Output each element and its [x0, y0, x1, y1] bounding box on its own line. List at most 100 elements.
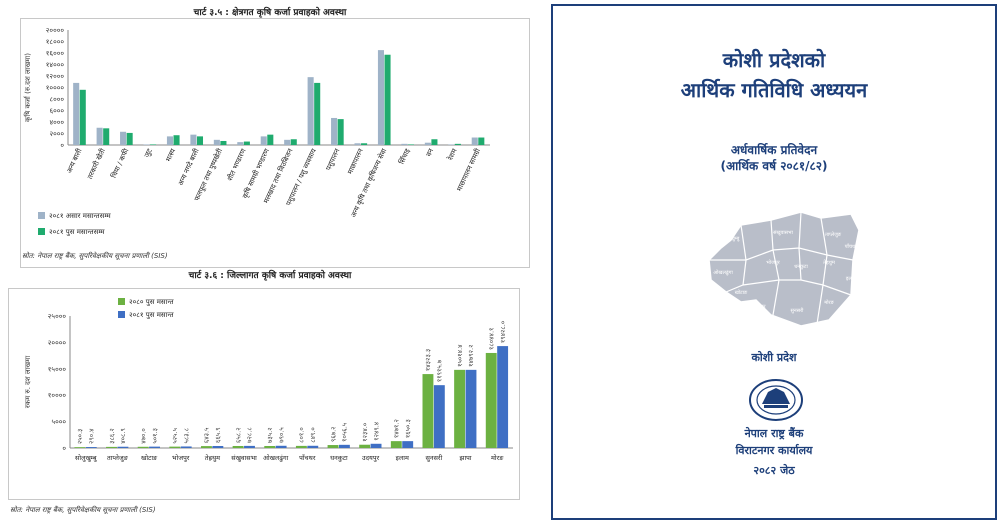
- y-tick-label: २५०००: [48, 313, 67, 321]
- bar-series2: [117, 446, 129, 448]
- bar-series2: [243, 141, 250, 145]
- data-label: ८०१.०: [298, 427, 306, 443]
- bar-series2: [173, 135, 180, 145]
- bar-series1: [327, 445, 339, 448]
- bar-series1: [137, 446, 149, 448]
- bar-series1: [190, 134, 197, 145]
- bar-series1: [237, 142, 244, 145]
- data-label: १२४९.४: [372, 421, 380, 441]
- chart1-source: स्रोत: नेपाल राष्ट्र बैंक, सुपरिवेक्षकीय…: [22, 252, 168, 260]
- x-tick-label: शीत भण्डारण: [225, 146, 248, 182]
- x-tick-label: मत्स्य: [164, 147, 177, 163]
- chart2-plot: ० ५००० १०००० १५००० २०००० २५००० रकम रु. दश लाखम…: [8, 288, 520, 500]
- bar-series2: [314, 82, 321, 145]
- y-tick-label: ०: [60, 142, 64, 150]
- bar-series1: [284, 139, 291, 145]
- map-district-label: ओखलढुंगा: [713, 269, 733, 276]
- data-label: ७९०.५: [277, 427, 285, 443]
- y-tick-label: ४०००: [49, 119, 64, 127]
- legend-label: २०८१ पुस मसान्त: [129, 311, 175, 319]
- bar-series2: [370, 443, 382, 448]
- bar-series2: [150, 144, 157, 145]
- legend-swatch: [118, 298, 125, 305]
- bar-series2: [478, 137, 485, 145]
- data-label: २५०.३: [76, 429, 84, 445]
- x-tick-label: तेह्रथुम: [205, 454, 220, 462]
- cover-subtitle-line2: (आर्थिक वर्ष २०८१/८२): [720, 159, 828, 173]
- koshi-province-map: ताप्लेजुङ संखुवासभा सोलुखुम्बु तेह्रथुम पाँच…: [708, 211, 860, 327]
- legend-swatch: [118, 311, 125, 318]
- bar-series2: [275, 445, 287, 448]
- map-district-label: संखुवासभा: [773, 229, 793, 236]
- chart-frame: [8, 288, 520, 500]
- data-label: ११९१५.७: [436, 359, 444, 382]
- y-tick-label: १००००: [48, 392, 67, 400]
- x-tick-label: ताप्लेजुङ: [107, 454, 129, 462]
- bar-series1: [120, 131, 127, 145]
- bar-series1: [264, 445, 276, 448]
- cover-title-line2: आर्थिक गतिविधि अध्ययन: [680, 78, 868, 102]
- y-tick-label: १००००: [46, 84, 65, 92]
- legend-label: २०८१ पुस मसान्तसम्म: [49, 228, 105, 236]
- bar-series2: [431, 139, 438, 145]
- data-label: ४०८.९: [119, 428, 127, 444]
- x-tick-label: वन: [425, 147, 436, 158]
- x-tick-label: मोरङ: [491, 454, 504, 462]
- y-tick-label: २००००: [48, 339, 67, 347]
- data-label: ५२५.५: [171, 427, 179, 443]
- bar-series2: [433, 385, 445, 448]
- bar-series1: [260, 136, 267, 145]
- legend-swatch: [38, 212, 45, 219]
- bar-series1: [166, 136, 173, 145]
- cover-subtitle-line1: अर्धवार्षिक प्रतिवेदन: [730, 143, 818, 157]
- x-tick-label: पाँचथर: [299, 454, 316, 462]
- map-district-label: उदयपुर: [752, 304, 766, 310]
- bar-series1: [485, 352, 497, 448]
- x-tick-label: उदयपुर: [362, 454, 379, 462]
- x-tick-label: माछापालन सामग्री: [455, 147, 483, 193]
- bar-series2: [126, 132, 133, 145]
- bar-series1: [354, 143, 361, 145]
- y-tick-label: ०: [62, 445, 66, 453]
- data-label: १४७१.२: [393, 419, 401, 438]
- data-label: १०५६.५: [341, 422, 349, 442]
- bar-series1: [73, 82, 80, 145]
- data-label: ३८६.२: [108, 428, 116, 444]
- x-tick-label: अन्य बाली: [64, 147, 83, 175]
- cover-office-name: विराटनगर कार्यालय: [735, 444, 813, 457]
- legend-label: २०८० पुस मसान्त: [129, 298, 175, 306]
- bar-series1: [422, 374, 434, 448]
- bar-series1: [448, 144, 455, 145]
- y-tick-label: १५०००: [48, 365, 67, 373]
- x-tick-label: अन्य नगदे बाली: [176, 147, 201, 187]
- map-district-label: इलाम: [846, 276, 857, 282]
- data-label: १८०४४.१: [487, 328, 495, 350]
- data-label: ५८३.८: [182, 427, 190, 443]
- bar-series1: [331, 117, 338, 145]
- bar-series1: [359, 444, 371, 448]
- bar-series1: [201, 446, 212, 448]
- x-tick-label: धनकुटा: [330, 454, 348, 462]
- x-tick-label: सिँचाइ: [397, 147, 412, 166]
- y-tick-label: १६०००: [46, 50, 65, 58]
- cover-date: २०८२ जेठ: [753, 464, 795, 477]
- bar-series2: [79, 89, 86, 145]
- bar-series1: [471, 137, 478, 145]
- y-tick-label: १४०००: [46, 61, 65, 69]
- y-tick-label: २०००: [49, 130, 64, 138]
- data-label: १५०१४.४: [456, 344, 464, 367]
- data-label: ९६७.२: [329, 426, 337, 442]
- chart2-source: स्रोत: नेपाल राष्ट्र बैंक, सुपरिवेक्षकीय…: [10, 506, 156, 514]
- data-label: २९०.४: [88, 428, 96, 444]
- bar-series1: [213, 139, 220, 145]
- bar-series1: [232, 445, 244, 448]
- data-label: १६५०.३: [404, 419, 412, 438]
- map-district-label: धनकुटा: [794, 264, 808, 270]
- bar-series1: [424, 142, 431, 145]
- x-tick-label: माछापालन: [346, 147, 365, 175]
- map-district-label: झापा: [846, 306, 856, 312]
- x-tick-label: संखुवासभा: [231, 454, 257, 462]
- nrb-emblem: [749, 379, 803, 421]
- data-label: १४७९२.२: [467, 344, 475, 366]
- x-tick-label: सोलुखुम्बु: [75, 454, 98, 462]
